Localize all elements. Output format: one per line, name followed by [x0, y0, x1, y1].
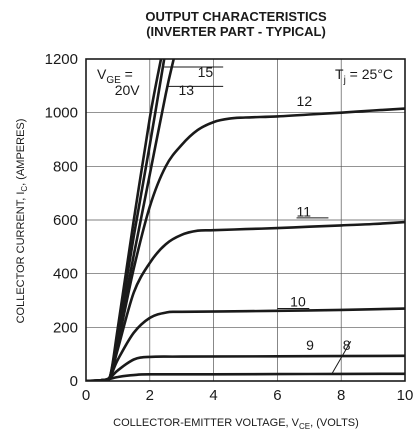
- series-line-12: [86, 107, 405, 381]
- chart-title-line2: (INVERTER PART - TYPICAL): [146, 24, 326, 39]
- x-tick-label-4: 8: [337, 387, 345, 404]
- chart-title-line1: OUTPUT CHARACTERISTICS: [145, 9, 327, 24]
- series-line-9: [86, 354, 405, 381]
- series-label-10: 10: [290, 293, 306, 309]
- plot-frame: [85, 58, 406, 382]
- series-group: [86, 59, 405, 381]
- x-tick-label-2: 4: [209, 387, 217, 404]
- y-tick-label-2: 400: [53, 266, 78, 283]
- y-tick-label-6: 1200: [45, 51, 78, 68]
- y-tick-label-5: 1000: [45, 105, 78, 122]
- y-tick-label-0: 0: [70, 373, 78, 390]
- y-axis-label: COLLECTOR CURRENT, IC, (AMPERES): [15, 119, 29, 324]
- series-label-15: 15: [198, 64, 214, 80]
- series-label-12: 12: [297, 93, 313, 109]
- leader-line-8: [331, 341, 352, 375]
- x-tick-label-5: 10: [397, 387, 414, 404]
- tick-labels: 0 2 4 6 8 10 0 200 400 600 800 1000 1200: [45, 51, 414, 404]
- series-line-8: [86, 372, 405, 381]
- series-line-10: [86, 307, 405, 381]
- series-label-20V: 20V: [115, 82, 141, 98]
- y-tick-label-1: 200: [53, 319, 78, 336]
- series-label-13: 13: [179, 82, 195, 98]
- y-tick-label-3: 600: [53, 212, 78, 229]
- x-axis-label: COLLECTOR-EMITTER VOLTAGE, VCE, (VOLTS): [113, 417, 359, 431]
- y-tick-label-4: 800: [53, 158, 78, 175]
- tj-annotation: Tj = 25°C: [335, 66, 393, 86]
- series-label-11: 11: [297, 204, 312, 220]
- x-tick-label-1: 2: [146, 387, 154, 404]
- x-tick-label-3: 6: [273, 387, 281, 404]
- vge-annotation: VGE =: [97, 66, 133, 86]
- series-label-9: 9: [306, 337, 314, 353]
- x-tick-label-0: 0: [82, 387, 90, 404]
- series-label-8: 8: [343, 337, 351, 353]
- plot-frame-group: [85, 58, 406, 382]
